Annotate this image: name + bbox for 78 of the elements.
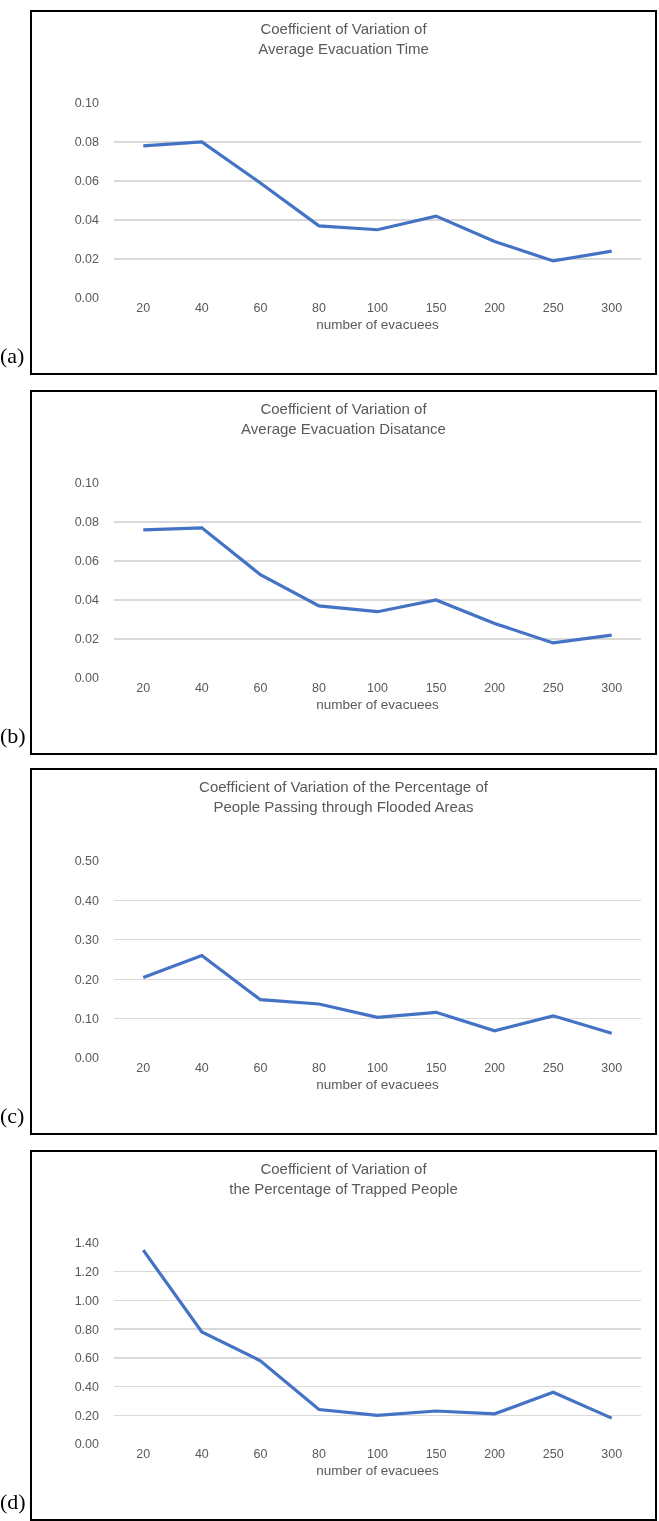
x-tick-label: 300 xyxy=(601,1446,623,1461)
x-tick-label: 80 xyxy=(311,680,326,695)
text: (c) xyxy=(0,1103,25,1129)
x-tick-label: 40 xyxy=(194,1060,209,1075)
y-tick-label: 0.00 xyxy=(74,671,100,686)
x-tick-label: 100 xyxy=(367,1060,388,1075)
x-tick-label: 200 xyxy=(484,300,506,315)
x-tick-label: 150 xyxy=(425,680,447,695)
y-tick-label: 0.08 xyxy=(74,515,100,530)
x-tick-label: 20 xyxy=(136,1446,151,1461)
x-tick-label: 100 xyxy=(367,300,388,315)
y-tick-label: 0.06 xyxy=(74,174,100,189)
y-tick-label: 1.00 xyxy=(74,1293,100,1308)
chart-title: Coefficient of Variation of Average Evacuation Time xyxy=(258,20,429,57)
x-axis-title: number of evacuees xyxy=(316,697,439,713)
text: (a) xyxy=(0,343,25,369)
x-tick-label: 250 xyxy=(542,680,564,695)
x-tick-label: 20 xyxy=(136,300,151,315)
chart-title: Coefficient of Variation of Average Evacuation Disatance xyxy=(241,400,446,437)
x-axis-title: number of evacuees xyxy=(316,1463,439,1479)
x-tick-label: 40 xyxy=(194,680,209,695)
text: (b) xyxy=(0,723,26,749)
x-tick-label: 80 xyxy=(311,1446,326,1461)
line-series xyxy=(141,140,614,263)
x-tick-label: 200 xyxy=(484,680,506,695)
x-tick-label: 80 xyxy=(311,1060,326,1075)
x-tick-label: 200 xyxy=(484,1060,506,1075)
y-tick-label: 0.60 xyxy=(74,1351,100,1366)
y-tick-label: 0.08 xyxy=(74,135,100,150)
x-tick-label: 80 xyxy=(311,300,326,315)
line-series xyxy=(141,953,614,1035)
line-series xyxy=(141,1248,614,1420)
y-tick-label: 0.20 xyxy=(74,972,100,987)
y-tick-label: 0.10 xyxy=(74,96,100,111)
x-axis-title: number of evacuees xyxy=(316,317,439,333)
x-tick-label: 60 xyxy=(253,680,268,695)
y-tick-label: 0.10 xyxy=(74,1011,100,1026)
y-tick-label: 0.02 xyxy=(74,632,100,647)
x-tick-label: 150 xyxy=(425,1446,447,1461)
x-tick-label: 100 xyxy=(367,680,388,695)
y-tick-label: 0.00 xyxy=(74,291,100,306)
x-axis-title: number of evacuees xyxy=(316,1077,439,1093)
x-tick-label: 60 xyxy=(253,1060,268,1075)
y-tick-label: 0.00 xyxy=(74,1437,100,1452)
x-tick-label: 250 xyxy=(542,1446,564,1461)
x-tick-label: 300 xyxy=(601,680,623,695)
y-tick-label: 0.80 xyxy=(74,1322,100,1337)
chart-title: Coefficient of Variation of the Percentage of People Passing through Flooded Areas xyxy=(199,778,489,815)
x-tick-label: 200 xyxy=(484,1446,506,1461)
x-tick-label: 150 xyxy=(425,1060,447,1075)
y-tick-label: 1.20 xyxy=(74,1265,100,1280)
x-tick-label: 60 xyxy=(253,1446,268,1461)
y-tick-label: 1.40 xyxy=(74,1236,100,1251)
x-tick-label: 250 xyxy=(542,1060,564,1075)
y-tick-label: 0.04 xyxy=(74,213,100,228)
x-tick-label: 150 xyxy=(425,300,447,315)
x-tick-label: 60 xyxy=(253,300,268,315)
y-tick-label: 0.04 xyxy=(74,593,100,608)
y-tick-label: 0.40 xyxy=(74,893,100,908)
chart-title: Coefficient of Variation of the Percentage of Trapped People xyxy=(229,1160,458,1197)
y-tick-label: 0.02 xyxy=(74,252,100,267)
x-tick-label: 300 xyxy=(601,300,623,315)
line-series xyxy=(141,526,614,645)
x-tick-label: 40 xyxy=(194,300,209,315)
y-tick-label: 0.20 xyxy=(74,1408,100,1423)
y-tick-label: 0.00 xyxy=(74,1051,100,1066)
y-tick-label: 0.40 xyxy=(74,1379,100,1394)
x-tick-label: 100 xyxy=(367,1446,388,1461)
x-tick-label: 300 xyxy=(601,1060,623,1075)
y-tick-label: 0.10 xyxy=(74,476,100,491)
y-tick-label: 0.06 xyxy=(74,554,100,569)
x-tick-label: 40 xyxy=(194,1446,209,1461)
x-tick-label: 20 xyxy=(136,1060,151,1075)
y-tick-label: 0.50 xyxy=(74,854,100,869)
x-tick-label: 20 xyxy=(136,680,151,695)
y-tick-label: 0.30 xyxy=(74,933,100,948)
x-tick-label: 250 xyxy=(542,300,564,315)
text: (d) xyxy=(0,1489,26,1515)
